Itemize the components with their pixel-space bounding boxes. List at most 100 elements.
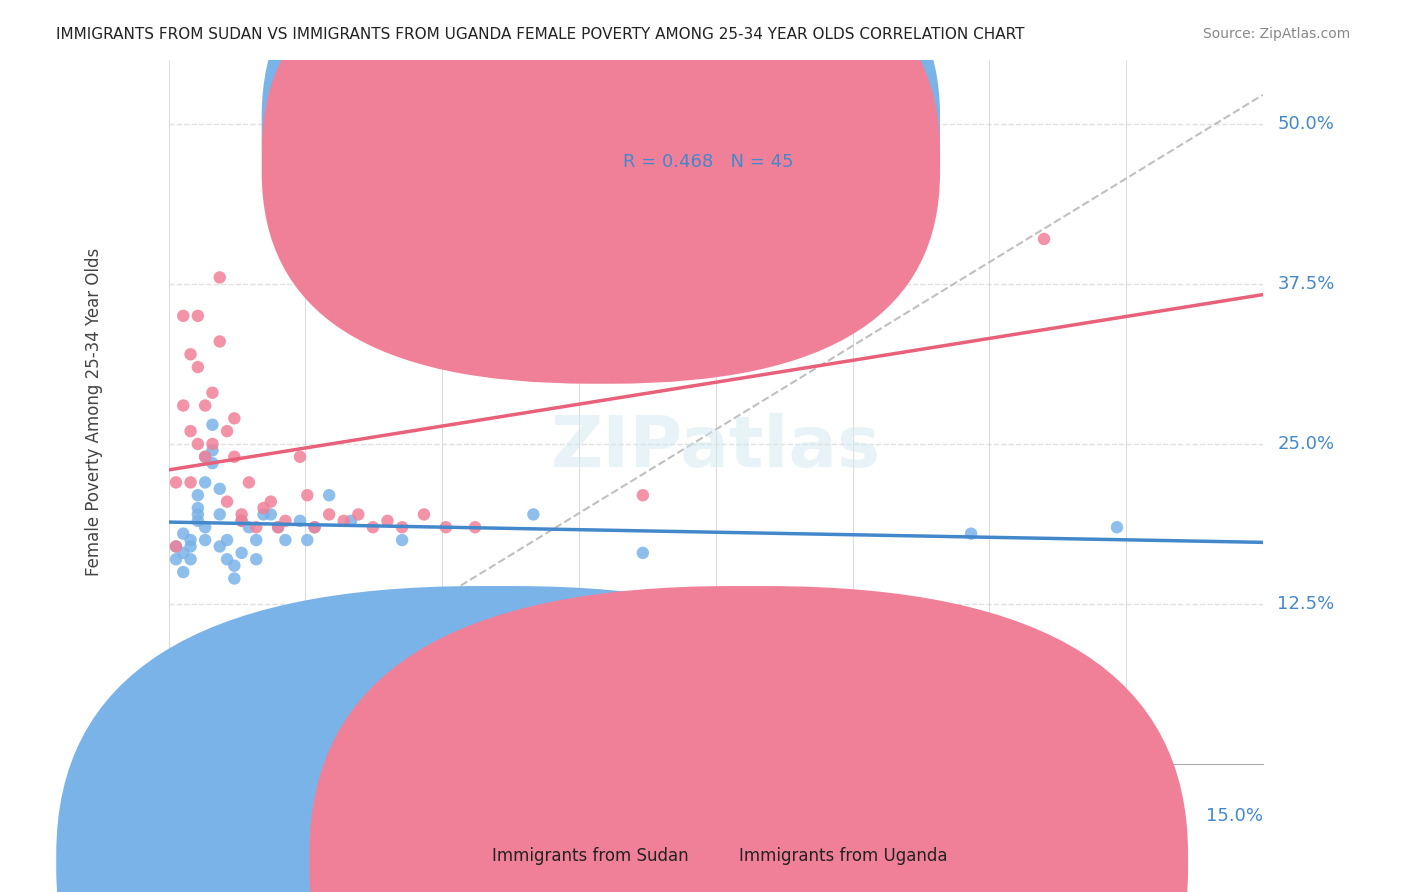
Point	[631, 546, 654, 560]
Point	[238, 520, 260, 534]
Point	[194, 450, 217, 464]
Text: Immigrants from Uganda: Immigrants from Uganda	[740, 847, 948, 865]
Point	[165, 475, 187, 490]
Point	[231, 514, 253, 528]
Point	[267, 520, 290, 534]
FancyBboxPatch shape	[262, 0, 941, 349]
Point	[464, 520, 486, 534]
FancyBboxPatch shape	[562, 95, 935, 201]
Point	[1105, 520, 1128, 534]
Point	[165, 540, 187, 554]
Text: R = 0.468   N = 45: R = 0.468 N = 45	[623, 153, 793, 170]
Point	[267, 520, 290, 534]
Point	[814, 603, 837, 617]
Point	[187, 309, 209, 323]
Point	[231, 546, 253, 560]
Point	[274, 533, 297, 547]
Point	[194, 450, 217, 464]
Point	[180, 533, 202, 547]
Point	[318, 508, 340, 522]
Point	[434, 520, 457, 534]
Point	[201, 456, 224, 470]
Point	[304, 520, 326, 534]
Point	[187, 488, 209, 502]
Point	[361, 520, 384, 534]
Point	[194, 475, 217, 490]
Point	[215, 424, 238, 438]
Text: 37.5%: 37.5%	[1278, 275, 1334, 293]
Point	[960, 526, 983, 541]
Point	[180, 552, 202, 566]
Text: Female Poverty Among 25-34 Year Olds: Female Poverty Among 25-34 Year Olds	[84, 248, 103, 576]
Point	[245, 520, 267, 534]
Point	[340, 514, 363, 528]
Point	[187, 437, 209, 451]
Point	[187, 508, 209, 522]
Point	[187, 360, 209, 375]
Point	[208, 334, 231, 349]
Point	[252, 508, 274, 522]
Point	[180, 424, 202, 438]
Point	[304, 520, 326, 534]
Point	[361, 603, 384, 617]
Text: R = 0.062   N = 48: R = 0.062 N = 48	[623, 118, 793, 136]
Point	[347, 508, 370, 522]
Point	[201, 443, 224, 458]
Text: IMMIGRANTS FROM SUDAN VS IMMIGRANTS FROM UGANDA FEMALE POVERTY AMONG 25-34 YEAR : IMMIGRANTS FROM SUDAN VS IMMIGRANTS FROM…	[56, 27, 1025, 42]
Point	[165, 540, 187, 554]
Point	[208, 270, 231, 285]
Point	[391, 533, 413, 547]
Point	[194, 520, 217, 534]
Text: 12.5%: 12.5%	[1278, 595, 1334, 613]
Point	[172, 546, 194, 560]
Point	[208, 540, 231, 554]
Point	[165, 552, 187, 566]
Point	[522, 508, 544, 522]
Point	[172, 309, 194, 323]
Text: 0.0%: 0.0%	[169, 806, 214, 824]
Point	[558, 277, 581, 291]
Point	[172, 526, 194, 541]
Point	[201, 385, 224, 400]
Point	[208, 508, 231, 522]
Point	[413, 508, 436, 522]
Point	[391, 520, 413, 534]
Point	[224, 558, 246, 573]
Point	[274, 514, 297, 528]
Point	[377, 514, 399, 528]
Point	[224, 450, 246, 464]
Text: Source: ZipAtlas.com: Source: ZipAtlas.com	[1202, 27, 1350, 41]
Point	[224, 411, 246, 425]
Point	[231, 508, 253, 522]
Point	[297, 533, 319, 547]
Point	[172, 399, 194, 413]
Point	[215, 552, 238, 566]
Point	[194, 533, 217, 547]
Point	[187, 514, 209, 528]
Text: 50.0%: 50.0%	[1278, 115, 1334, 133]
Point	[245, 552, 267, 566]
Point	[434, 296, 457, 310]
Point	[231, 514, 253, 528]
Text: 15.0%: 15.0%	[1206, 806, 1263, 824]
Point	[252, 501, 274, 516]
Point	[245, 533, 267, 547]
Point	[215, 533, 238, 547]
Text: 25.0%: 25.0%	[1278, 435, 1334, 453]
Point	[318, 488, 340, 502]
Point	[260, 508, 283, 522]
Point	[1033, 232, 1056, 246]
Point	[201, 437, 224, 451]
Point	[201, 417, 224, 432]
Point	[288, 450, 311, 464]
Point	[224, 572, 246, 586]
FancyBboxPatch shape	[262, 0, 941, 384]
Point	[180, 540, 202, 554]
Text: ZIPatlas: ZIPatlas	[551, 413, 880, 482]
Point	[194, 399, 217, 413]
Point	[208, 482, 231, 496]
Point	[631, 488, 654, 502]
Point	[288, 514, 311, 528]
Point	[297, 488, 319, 502]
Text: Immigrants from Sudan: Immigrants from Sudan	[492, 847, 689, 865]
